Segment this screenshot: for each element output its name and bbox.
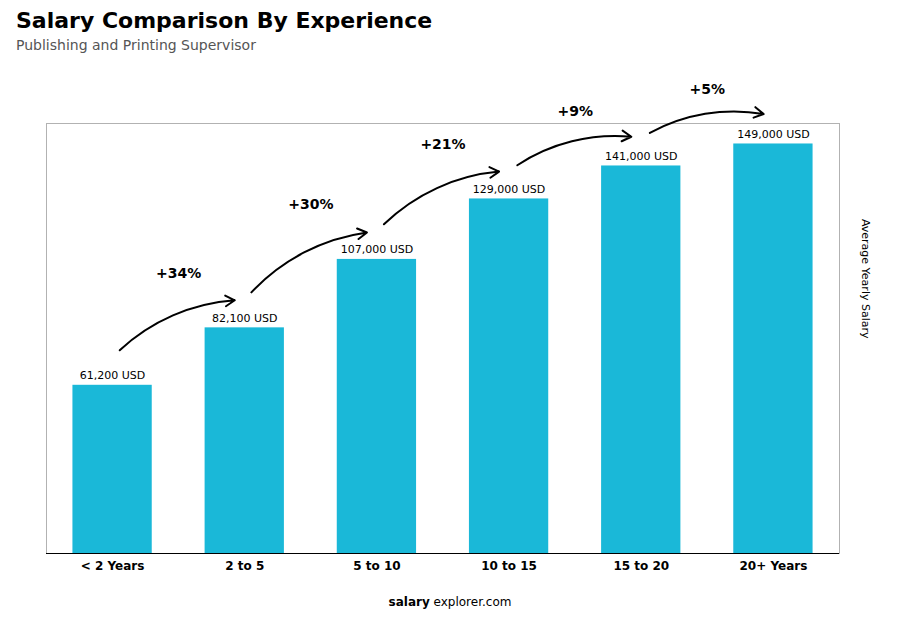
svg-text:141,000 USD: 141,000 USD: [605, 150, 678, 163]
html-text:salary explorer.com: salary explorer.com: [388, 595, 512, 609]
svg-text:107,000 USD: 107,000 USD: [341, 243, 414, 256]
svg-text:10 to 15: 10 to 15: [481, 559, 537, 573]
svg-text:82,100 USD: 82,100 USD: [212, 312, 278, 325]
svg-text:Average Yearly Salary: Average Yearly Salary: [859, 219, 872, 339]
svg-text:20+ Years: 20+ Years: [740, 559, 808, 573]
svg-text:+9%: +9%: [557, 103, 593, 119]
svg-text:129,000 USD: 129,000 USD: [473, 183, 546, 196]
svg-text:+34%: +34%: [156, 265, 201, 281]
svg-text:15 to 20: 15 to 20: [613, 559, 669, 573]
svg-text:+30%: +30%: [288, 196, 333, 212]
svg-text:61,200 USD: 61,200 USD: [80, 369, 146, 382]
svg-text:+5%: +5%: [690, 81, 726, 97]
svg-text:5 to 10: 5 to 10: [353, 559, 400, 573]
svg-text:< 2 Years: < 2 Years: [81, 559, 145, 573]
html-text:Publishing and Printing Superv: Publishing and Printing Supervisor: [16, 37, 256, 53]
svg-text:+21%: +21%: [420, 136, 465, 152]
svg-text:149,000 USD: 149,000 USD: [737, 128, 810, 141]
svg-text:2 to 5: 2 to 5: [225, 559, 264, 573]
html-text:Salary Comparison By Experienc: Salary Comparison By Experience: [16, 8, 433, 33]
